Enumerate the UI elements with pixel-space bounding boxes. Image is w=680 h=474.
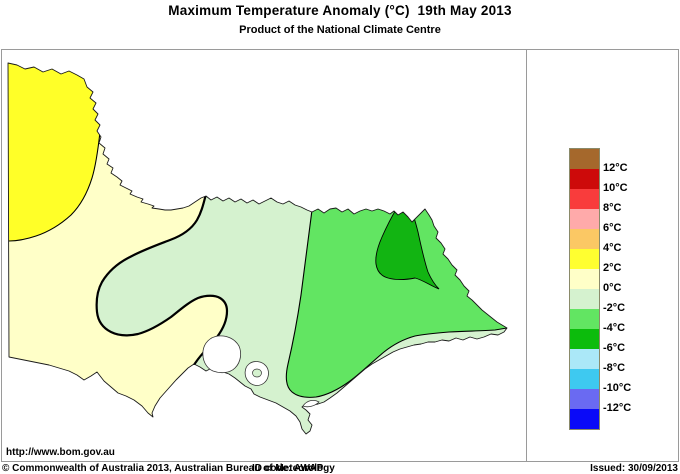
region-anomaly-2-4 (8, 63, 105, 241)
legend-swatch (570, 269, 599, 289)
legend-swatch (570, 309, 599, 329)
legend-tick-label: 6°C (603, 222, 622, 234)
legend-swatch (570, 209, 599, 229)
legend-tick-label: -4°C (603, 322, 626, 334)
region-anomaly-minus4-minus6 (375, 206, 440, 290)
contour-plus2c (8, 131, 101, 242)
legend-tick-label: 8°C (603, 202, 622, 214)
footer-bar: © Commonwealth of Australia 2013, Austra… (0, 462, 680, 474)
legend-swatch (570, 389, 599, 409)
legend-swatch (570, 249, 599, 269)
legend-swatch (570, 329, 599, 349)
legend-tick-label: -10°C (603, 382, 632, 394)
contour-0c (95, 193, 229, 380)
page-subtitle: Product of the National Climate Centre (239, 24, 441, 36)
legend-swatch (570, 149, 599, 169)
legend-swatch (570, 289, 599, 309)
legend-swatch (570, 409, 599, 429)
legend-tick-label: -12°C (603, 402, 632, 414)
legend-tick-label: -6°C (603, 342, 626, 354)
copyright-text: © Commonwealth of Australia 2013, Austra… (2, 463, 335, 474)
legend-tick-label: 4°C (603, 242, 622, 254)
legend-tick-label: 10°C (603, 182, 628, 194)
issued-date-text: Issued: 30/09/2013 (590, 463, 678, 474)
legend-swatch (570, 229, 599, 249)
legend-swatch (570, 189, 599, 209)
bom-url-label: http://www.bom.gov.au (6, 447, 115, 458)
legend-tick-label: 12°C (603, 162, 628, 174)
legend-swatch (570, 369, 599, 389)
panel-divider (526, 49, 527, 462)
french-island (252, 368, 262, 378)
page-title: Maximum Temperature Anomaly (°C) 19th Ma… (168, 3, 512, 18)
corner-inlet (302, 399, 320, 408)
contour-minus2c (285, 209, 507, 398)
legend-tick-label: -2°C (603, 302, 626, 314)
legend-tick-labels: 12°C 10°C 8°C 6°C 4°C 2°C 0°C -2°C -4°C -6°C -8°C -… (603, 148, 653, 428)
legend-swatch (570, 349, 599, 369)
id-code-text: ID code: AWAP (252, 463, 324, 474)
legend-tick-label: 0°C (603, 282, 622, 294)
legend-tick-label: 2°C (603, 262, 622, 274)
legend-swatch (570, 169, 599, 189)
victoria-map-svg (7, 62, 508, 435)
port-phillip-bay (202, 335, 242, 374)
legend-colorbar (569, 148, 600, 430)
legend-tick-label: -8°C (603, 362, 626, 374)
